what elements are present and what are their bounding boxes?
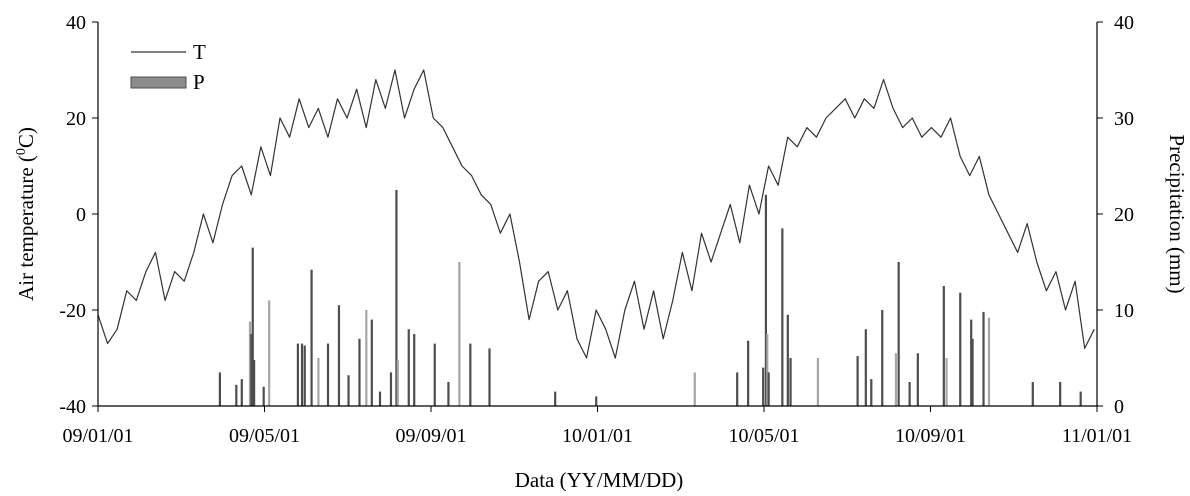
legend-label-t: T — [193, 40, 206, 64]
precip-bar — [413, 334, 416, 406]
x-tick-label: 09/01/01 — [62, 425, 133, 447]
precip-bar — [458, 262, 461, 406]
precip-bar — [1031, 382, 1034, 406]
precip-bar — [870, 379, 873, 406]
y-left-tick-label: -40 — [59, 396, 86, 418]
precip-bar — [248, 321, 252, 406]
x-tick-label: 10/05/01 — [728, 425, 799, 447]
precip-bar — [766, 334, 769, 406]
precip-bar — [747, 340, 750, 406]
precip-bar — [370, 319, 373, 406]
precip-bar — [942, 286, 945, 406]
precip-bar — [262, 386, 265, 406]
precip-bar — [389, 372, 393, 406]
precip-bars — [218, 190, 1082, 406]
precip-bar — [908, 382, 911, 406]
y-left-tick-label: 0 — [76, 204, 86, 226]
y-axis-left-title-main: Air temperature ( — [14, 155, 38, 301]
y-right-tick-label: 20 — [1114, 204, 1134, 226]
precip-bar — [433, 343, 436, 406]
precip-bar — [767, 372, 770, 406]
precip-bar — [970, 319, 973, 406]
legend-swatch-p — [130, 76, 187, 89]
precip-bar — [337, 305, 341, 406]
precip-bar — [987, 317, 991, 406]
precip-bar — [897, 262, 900, 406]
precip-bar — [488, 348, 491, 406]
x-tick-label: 09/09/01 — [395, 425, 466, 447]
precip-bar — [764, 194, 768, 406]
axes — [92, 21, 1103, 412]
precip-bar — [317, 358, 320, 406]
precip-bar — [789, 358, 792, 406]
temperature-series — [97, 69, 1095, 359]
tick-labels: -40 -20 0 20 40 0 10 20 30 40 09/01/01 09/05/01 09/0… — [59, 12, 1134, 447]
precip-bar — [253, 359, 256, 406]
precip-bar — [469, 343, 472, 406]
y-right-tick-label: 30 — [1114, 108, 1134, 130]
precip-bar — [982, 311, 985, 406]
precip-bar — [365, 310, 368, 406]
precip-bar — [781, 228, 784, 406]
precip-bar — [396, 359, 399, 406]
precip-bar — [786, 314, 789, 406]
precip-bar — [378, 391, 382, 406]
precip-bar — [250, 334, 253, 406]
x-tick-label: 09/05/01 — [229, 425, 300, 447]
x-axis-title: Data (YY/MM/DD) — [515, 468, 684, 491]
precip-bar — [347, 375, 350, 406]
precip-bar — [856, 356, 859, 406]
precip-bar — [218, 372, 221, 406]
precip-bar — [235, 384, 238, 406]
precip-bar — [303, 345, 306, 406]
legend-label-p: P — [193, 70, 205, 94]
y-axis-left-title: Air temperature (0C) — [14, 127, 38, 301]
precip-bar — [251, 247, 254, 406]
precip-bar — [447, 382, 450, 406]
y-right-tick-label: 40 — [1114, 12, 1134, 34]
precip-bar — [916, 353, 919, 406]
precip-bar — [816, 358, 820, 406]
precip-bar — [554, 391, 557, 406]
y-left-tick-label: 20 — [66, 108, 86, 130]
precip-bar — [864, 329, 867, 406]
y-left-tick-label: 40 — [66, 12, 86, 34]
x-tick-label: 11/01/01 — [1062, 425, 1132, 447]
precip-bar — [959, 292, 962, 406]
precip-bar — [894, 353, 898, 406]
y-left-tick-label: -20 — [59, 300, 86, 322]
precip-bar — [762, 367, 765, 406]
precip-bar — [881, 310, 884, 406]
y-axis-right-title: Precipitation (mm) — [1165, 134, 1189, 293]
precip-bar — [407, 329, 410, 406]
precip-bar — [595, 396, 598, 406]
precip-bar — [395, 190, 398, 406]
precip-bar — [240, 379, 243, 406]
precip-bar — [310, 269, 313, 406]
precip-bar — [945, 358, 948, 406]
precip-bar — [268, 300, 271, 406]
precip-bar — [296, 343, 299, 406]
y-axis-left-title-tail: C) — [14, 127, 38, 148]
precip-bar — [1079, 391, 1082, 406]
x-tick-label: 10/09/01 — [895, 425, 966, 447]
precip-bar — [736, 372, 739, 406]
temperature-line — [97, 69, 1095, 359]
y-right-tick-label: 0 — [1114, 396, 1124, 418]
precip-bar — [1059, 382, 1062, 406]
precip-bar — [300, 343, 304, 406]
y-right-tick-label: 10 — [1114, 300, 1134, 322]
y-axis-left-title-sup: 0 — [14, 148, 29, 155]
precip-bar — [971, 338, 974, 406]
precip-bar — [326, 343, 330, 406]
precip-bar — [693, 372, 696, 406]
legend: T P — [130, 40, 206, 94]
x-tick-label: 10/01/01 — [562, 425, 633, 447]
precip-bar — [358, 338, 361, 406]
